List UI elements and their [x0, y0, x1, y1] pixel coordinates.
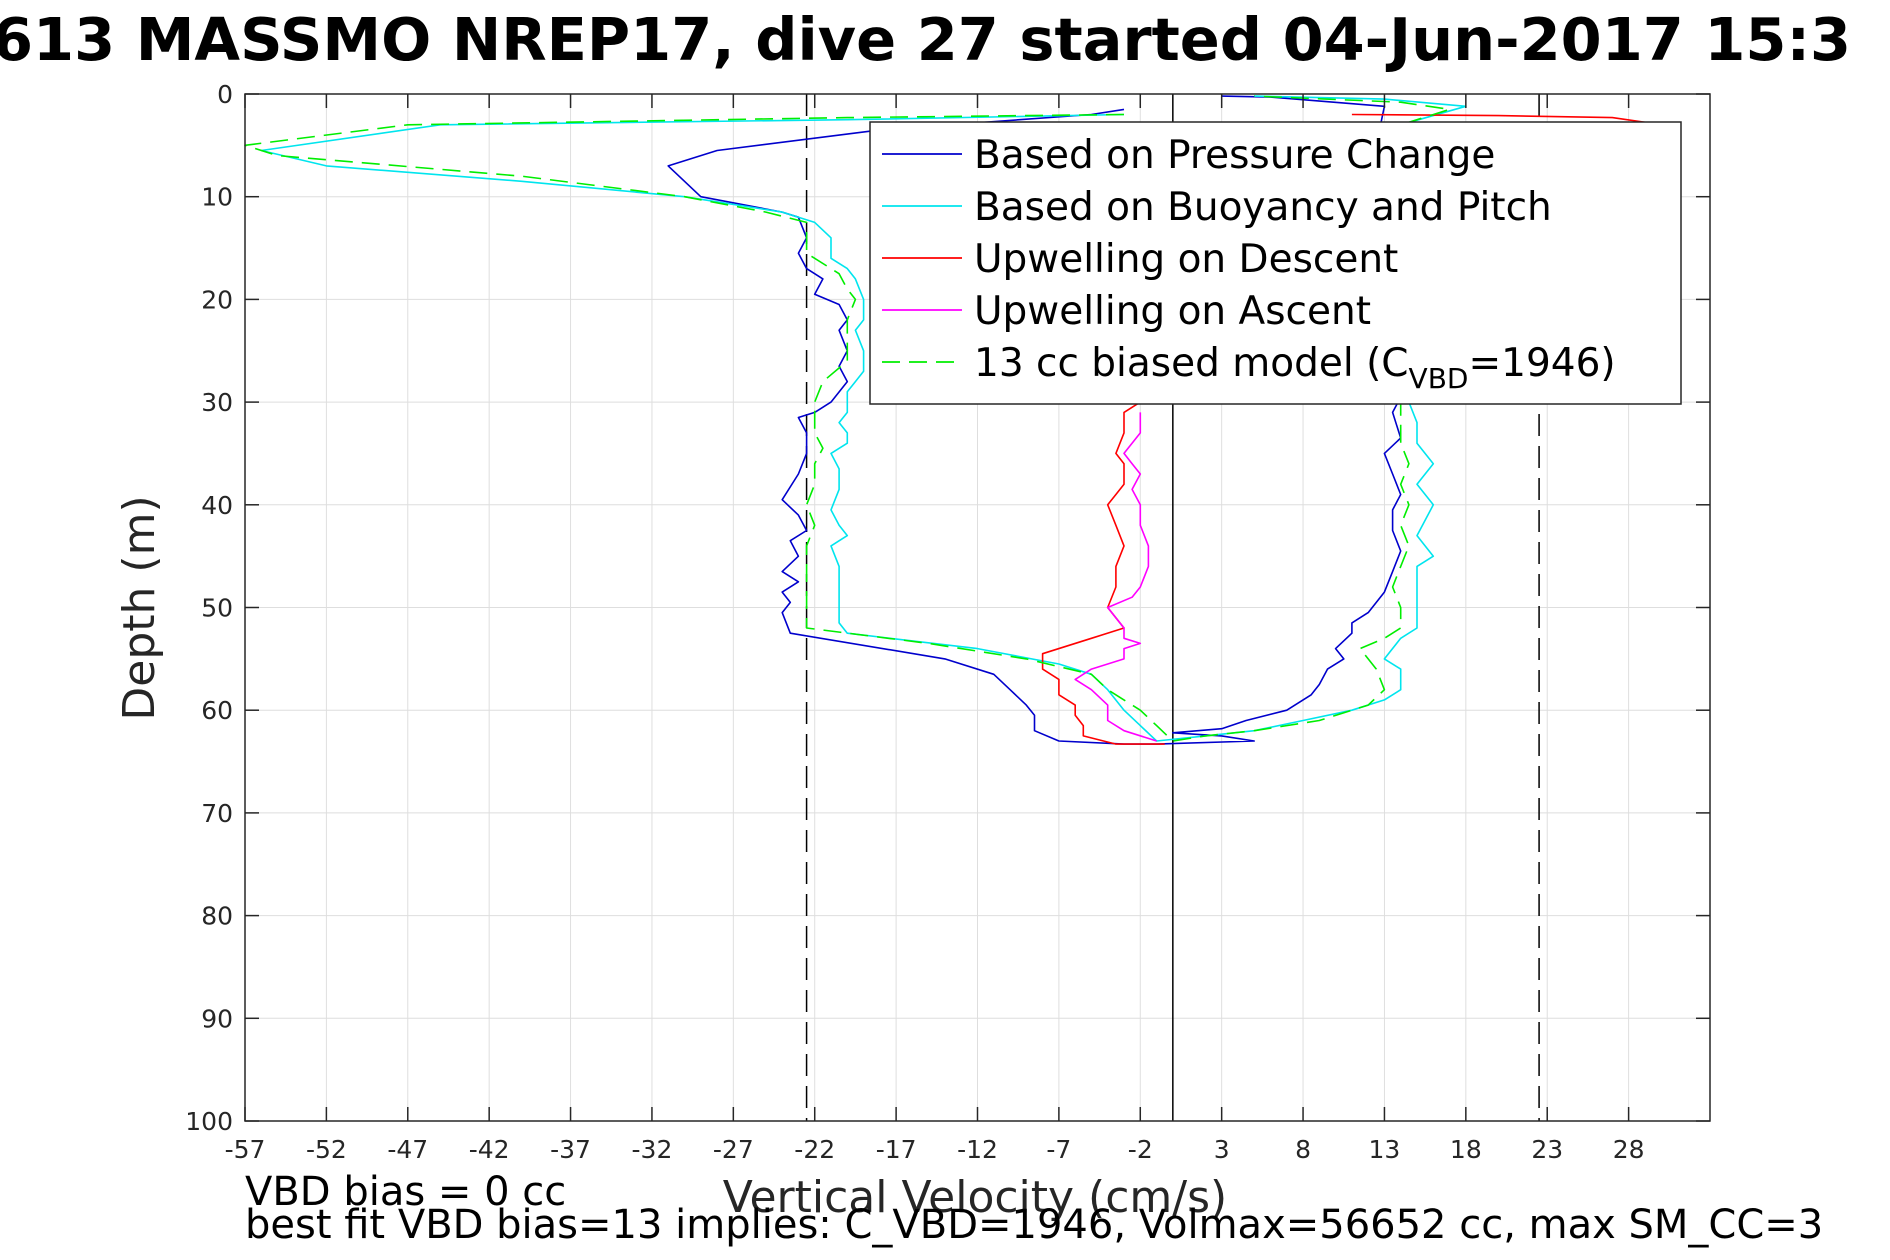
series-line	[244, 95, 1451, 742]
x-tick-label: -27	[713, 1135, 754, 1164]
legend-label: Based on Buoyancy and Pitch	[974, 185, 1552, 230]
x-tick-label: -47	[387, 1135, 428, 1164]
y-tick-label: 30	[201, 388, 233, 417]
y-tick-label: 50	[201, 594, 233, 623]
x-tick-label: -42	[469, 1135, 510, 1164]
x-tick-label: -22	[794, 1135, 835, 1164]
legend-label: Based on Pressure Change	[974, 133, 1495, 178]
legend-box	[869, 121, 1682, 405]
x-tick-label: -12	[957, 1135, 998, 1164]
y-tick-label: 0	[217, 80, 233, 109]
chart-title: 613 MASSMO NREP17, dive 27 started 04-Ju…	[0, 5, 1851, 74]
x-tick-label: -52	[306, 1135, 347, 1164]
y-tick-label: 60	[201, 696, 233, 725]
y-tick-label: 90	[201, 1004, 233, 1033]
x-axis-ticks: -57 -52 -47 -42 -37 -32 -27 -22 -17 -12 -7 -2 3 8 13 18…	[225, 94, 1645, 1164]
y-tick-label: 100	[185, 1107, 233, 1136]
series-line	[1074, 412, 1157, 742]
x-tick-label: 8	[1295, 1135, 1311, 1164]
x-tick-label: 28	[1613, 1135, 1645, 1164]
x-tick-label: -7	[1046, 1135, 1071, 1164]
y-axis-ticks: 0 10 20 30 40 50 60 70 80 90 100	[185, 80, 1710, 1136]
legend: Based on Pressure Change Based on Buoyanc…	[869, 121, 1682, 405]
x-tick-label: 13	[1369, 1135, 1401, 1164]
x-axis-label: Vertical Velocity (cm/s)	[723, 1172, 1227, 1223]
y-tick-label: 70	[201, 799, 233, 828]
x-tick-label: -2	[1128, 1135, 1153, 1164]
x-tick-label: -32	[632, 1135, 673, 1164]
vbd-bias-note: VBD bias = 0 cc	[245, 1169, 566, 1215]
legend-label: 13 cc biased model (CVBD=1946)	[974, 341, 1616, 395]
best-fit-note: best fit VBD bias=13 implies: C_VBD=1946…	[245, 1202, 1823, 1248]
y-tick-label: 10	[201, 183, 233, 212]
x-tick-label: 23	[1531, 1135, 1563, 1164]
series-layer	[244, 95, 1679, 745]
y-tick-label: 80	[201, 902, 233, 931]
legend-label: Upwelling on Descent	[974, 237, 1398, 282]
legend-label: Upwelling on Ascent	[974, 289, 1371, 334]
y-axis-label: Depth (m)	[114, 495, 165, 720]
series-line	[667, 95, 1410, 745]
x-tick-label: 18	[1450, 1135, 1482, 1164]
x-tick-label: -57	[225, 1135, 266, 1164]
x-tick-label: 3	[1214, 1135, 1230, 1164]
x-tick-label: -37	[550, 1135, 591, 1164]
x-tick-label: -17	[876, 1135, 917, 1164]
y-tick-label: 20	[201, 285, 233, 314]
y-tick-label: 40	[201, 491, 233, 520]
